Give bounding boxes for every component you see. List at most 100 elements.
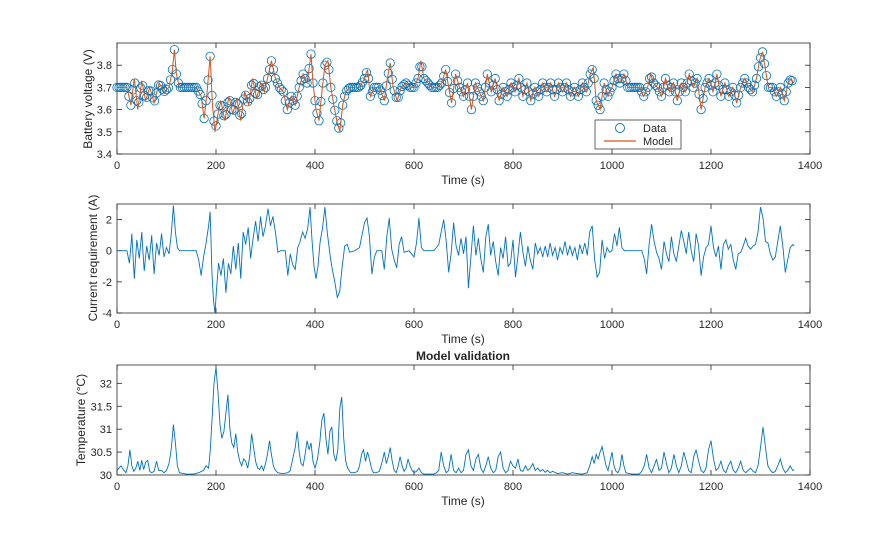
voltage-y-tick-label: 3.8 xyxy=(97,60,112,72)
voltage-data-marker xyxy=(290,100,300,110)
current-axes-frame xyxy=(116,203,811,314)
voltage-data-marker xyxy=(587,65,597,75)
voltage-data-markers xyxy=(112,45,797,133)
voltage-data-marker xyxy=(712,69,722,79)
voltage-data-marker xyxy=(619,69,629,79)
temperature-x-tick-label: 1200 xyxy=(699,481,723,493)
voltage-data-marker xyxy=(460,85,471,95)
voltage-data-marker xyxy=(286,91,296,101)
voltage-data-marker xyxy=(676,78,686,88)
current-x-tick-label: 400 xyxy=(306,319,324,331)
voltage-data-marker xyxy=(656,91,667,101)
voltage-x-tick-label: 800 xyxy=(504,160,522,172)
voltage-data-marker xyxy=(474,87,484,97)
voltage-data-marker xyxy=(411,78,421,88)
voltage-data-marker xyxy=(593,100,603,110)
voltage-data-marker xyxy=(506,78,516,88)
voltage-data-marker xyxy=(621,76,631,86)
voltage-data-marker xyxy=(260,82,271,93)
legend-data-marker xyxy=(615,123,625,133)
voltage-data-marker xyxy=(664,87,675,97)
voltage-data-marker xyxy=(761,71,772,81)
temperature-plot-area xyxy=(116,367,795,475)
legend-data-label: Data xyxy=(643,123,667,135)
voltage-x-tick-label: 1400 xyxy=(798,160,822,172)
voltage-data-marker xyxy=(597,91,607,101)
current-y-tick-label: 2 xyxy=(106,215,112,227)
voltage-axes-frame xyxy=(116,42,811,155)
voltage-data-marker xyxy=(486,87,496,97)
voltage-data-marker xyxy=(581,87,591,97)
current-panel: 0 200 400 600 800 1000 1200 1400 -4 -2 0 2 Time (s)… xyxy=(86,195,822,346)
temperature-x-tick-label: 600 xyxy=(405,481,423,493)
voltage-data-marker xyxy=(435,80,445,90)
voltage-data-marker xyxy=(639,91,649,101)
voltage-data-marker xyxy=(302,78,312,88)
voltage-data-marker xyxy=(391,92,401,103)
voltage-data-marker xyxy=(377,90,387,101)
voltage-data-marker xyxy=(389,86,399,96)
voltage-data-marker xyxy=(361,68,372,78)
voltage-data-marker xyxy=(545,78,556,88)
voltage-x-tick-label: 400 xyxy=(306,160,324,172)
voltage-data-marker xyxy=(577,78,587,88)
voltage-data-marker xyxy=(454,82,465,93)
voltage-data-marker xyxy=(219,111,229,121)
voltage-data-marker xyxy=(245,93,255,104)
voltage-data-marker xyxy=(542,87,552,97)
voltage-x-tick-label: 200 xyxy=(207,160,225,172)
current-x-tick-label: 1400 xyxy=(798,319,822,331)
voltage-data-marker xyxy=(312,108,322,118)
voltage-data-marker xyxy=(534,91,544,101)
voltage-data-marker xyxy=(724,91,734,101)
temperature-y-axis-label: Temperature (°C) xyxy=(74,374,88,466)
voltage-y-axis-label: Battery voltage (V) xyxy=(81,49,95,148)
voltage-data-marker xyxy=(698,93,708,104)
voltage-data-marker xyxy=(294,82,304,93)
voltage-data-marker xyxy=(443,76,453,87)
voltage-data-marker xyxy=(538,78,548,88)
voltage-data-marker xyxy=(330,105,340,115)
voltage-data-marker xyxy=(138,81,148,91)
voltage-data-marker xyxy=(393,92,403,103)
voltage-data-marker xyxy=(251,88,261,99)
voltage-data-marker xyxy=(615,78,625,88)
voltage-data-marker xyxy=(747,87,758,97)
voltage-data-marker xyxy=(775,82,785,93)
temperature-x-tick-label: 800 xyxy=(504,481,522,493)
voltage-data-marker xyxy=(452,76,463,86)
voltage-x-axis-label: Time (s) xyxy=(441,173,485,187)
voltage-data-marker xyxy=(211,121,221,131)
voltage-data-marker xyxy=(266,56,276,66)
voltage-data-marker xyxy=(771,91,781,101)
voltage-data-marker xyxy=(437,78,447,88)
voltage-data-marker xyxy=(322,57,332,67)
voltage-data-marker xyxy=(282,105,292,115)
voltage-data-marker xyxy=(583,78,593,88)
voltage-data-marker xyxy=(688,82,698,93)
voltage-plot-area xyxy=(112,45,797,133)
voltage-data-marker xyxy=(514,73,524,84)
current-y-tick-label: -4 xyxy=(102,308,112,320)
temperature-ticks: 0 200 400 600 800 1000 1200 1400 30 30.5 31 31.5 32 xyxy=(91,365,822,493)
voltage-legend: Data Model xyxy=(594,119,682,150)
voltage-data-marker xyxy=(300,73,310,84)
voltage-data-marker xyxy=(646,72,657,82)
voltage-data-marker xyxy=(344,83,354,94)
voltage-data-marker xyxy=(385,58,395,68)
voltage-data-marker xyxy=(458,91,469,101)
voltage-data-marker xyxy=(446,98,457,108)
temperature-x-axis-label: Time (s) xyxy=(441,494,485,508)
voltage-data-marker xyxy=(716,91,726,101)
voltage-data-marker xyxy=(462,78,473,88)
voltage-data-marker xyxy=(494,96,504,106)
legend-box xyxy=(594,119,682,150)
temperature-x-tick-label: 200 xyxy=(207,481,225,493)
voltage-data-marker xyxy=(221,110,231,120)
temperature-y-tick-label: 32 xyxy=(100,378,112,390)
voltage-data-marker xyxy=(498,82,508,93)
current-plot-area xyxy=(117,205,795,314)
voltage-data-marker xyxy=(522,78,532,88)
voltage-data-marker xyxy=(510,87,520,97)
